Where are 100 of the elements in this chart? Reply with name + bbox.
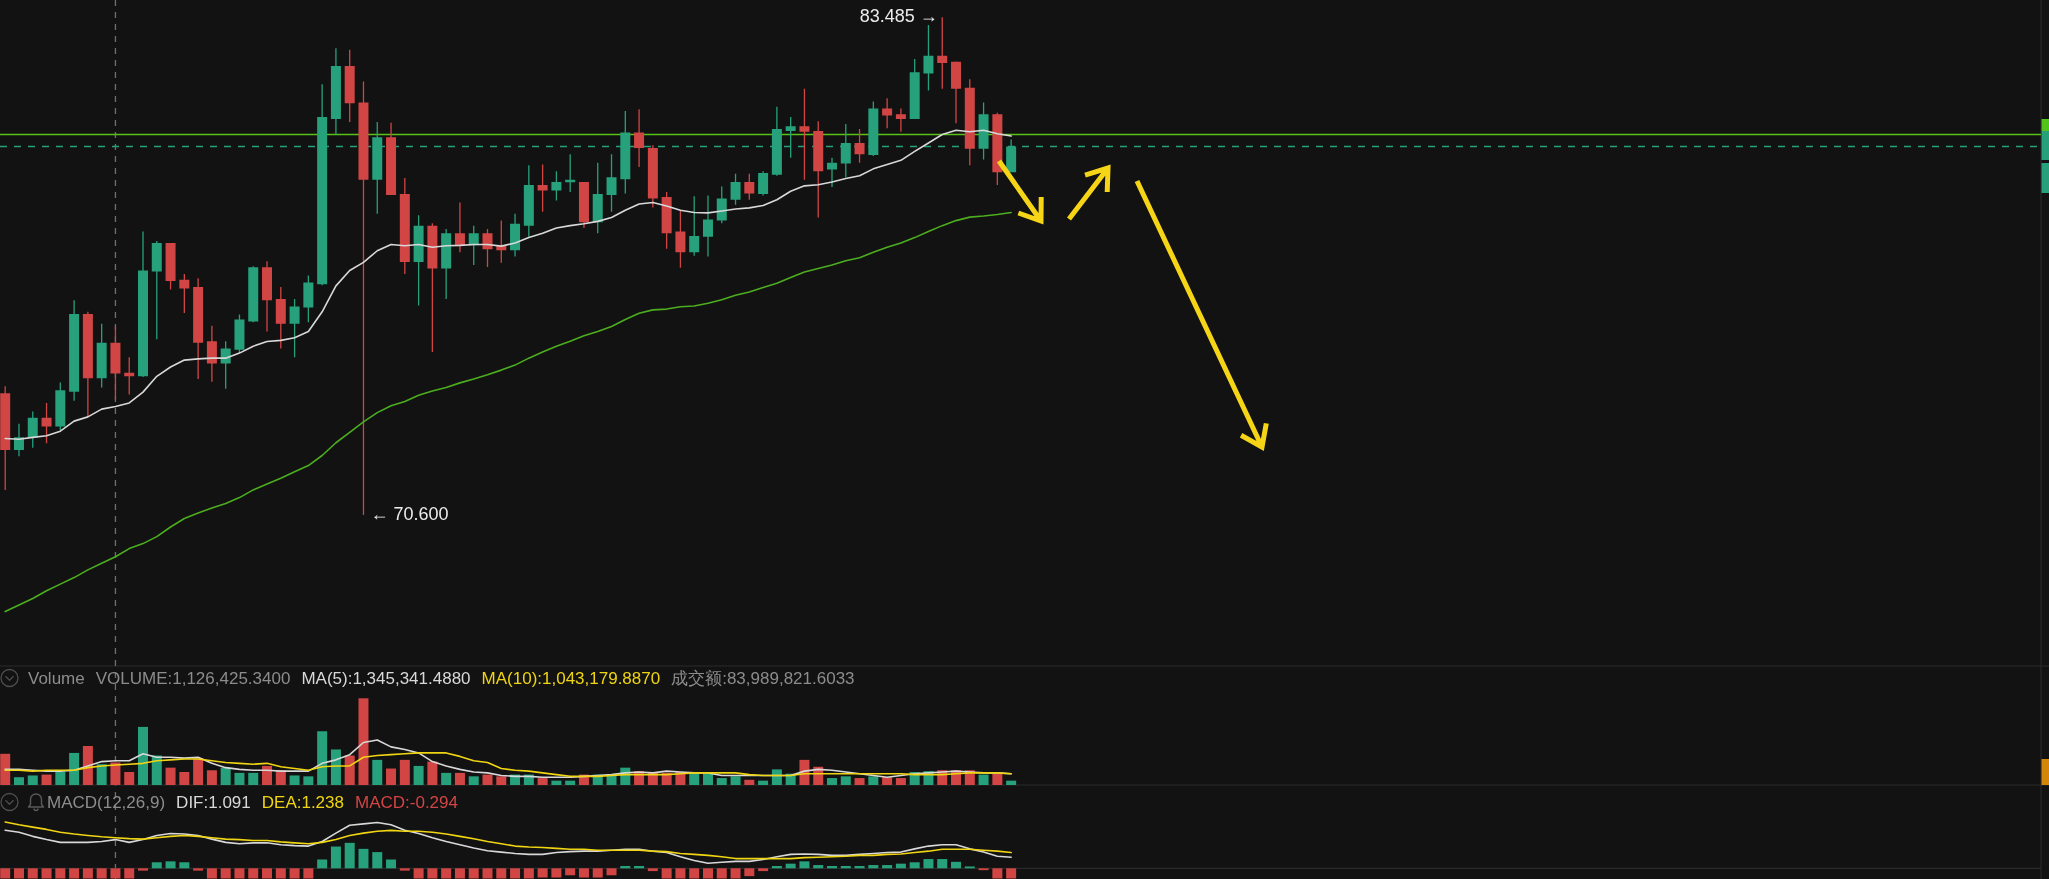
bar [344, 842, 355, 869]
bar [482, 774, 493, 785]
title: MACD(12,26,9) [47, 792, 166, 812]
bar [386, 768, 397, 785]
bar [468, 776, 479, 785]
bar [454, 772, 465, 785]
bar [702, 868, 713, 879]
bar [661, 868, 672, 879]
bar [827, 778, 837, 785]
title: Volume [28, 668, 85, 688]
bar [124, 868, 135, 879]
bar [82, 868, 93, 879]
bar [0, 868, 11, 879]
bar [330, 846, 341, 869]
candlestick [138, 231, 148, 378]
bar [565, 868, 576, 876]
bar [716, 778, 727, 785]
bar [303, 776, 314, 785]
bar [978, 774, 989, 785]
bar [496, 776, 507, 785]
candlestick [262, 261, 273, 332]
candlestick [82, 311, 93, 417]
bar [220, 868, 231, 879]
bar [372, 852, 383, 869]
bar [730, 868, 741, 879]
bar [262, 868, 273, 879]
bar [248, 868, 259, 879]
bar [96, 764, 107, 785]
bar [744, 779, 755, 785]
bar [744, 868, 755, 877]
series-name: MA(10):1,043,179.8870 [481, 668, 661, 688]
bar [565, 780, 576, 785]
bar [289, 775, 300, 785]
bar [234, 772, 245, 785]
bar [951, 861, 962, 869]
candlestick [303, 275, 314, 323]
bar [138, 726, 148, 785]
candlestick [330, 48, 341, 135]
bar [758, 780, 769, 785]
bar [730, 776, 741, 785]
bar [55, 868, 66, 879]
bar [895, 778, 906, 785]
bar [69, 868, 80, 879]
bar [537, 868, 548, 878]
bar [992, 868, 1003, 879]
bar [165, 767, 176, 785]
candlestick [758, 171, 769, 196]
bar [220, 767, 231, 785]
bar [413, 765, 424, 785]
bar [289, 868, 300, 879]
bar [551, 868, 562, 878]
bar [193, 758, 204, 785]
bar [165, 861, 176, 869]
bar [275, 868, 286, 879]
bar [303, 868, 314, 879]
bar [262, 765, 273, 785]
bar [317, 731, 328, 785]
bar [358, 698, 369, 785]
bar [138, 868, 148, 871]
candlestick [647, 145, 658, 208]
bar [441, 868, 452, 879]
bar [510, 868, 521, 879]
bar [0, 753, 11, 785]
bar [689, 868, 700, 879]
bar [882, 865, 893, 869]
bar [13, 777, 24, 785]
bar [110, 868, 121, 879]
bar [179, 772, 190, 785]
bar [482, 868, 493, 879]
bar [413, 868, 424, 879]
bar [523, 868, 534, 879]
bar [441, 772, 452, 785]
bar [13, 868, 24, 879]
bar [813, 865, 824, 869]
bar [399, 759, 410, 785]
candlestick [882, 98, 893, 129]
bar [454, 868, 465, 879]
candlestick [55, 382, 66, 431]
bar [193, 868, 204, 871]
bar [675, 868, 686, 879]
bar [124, 772, 135, 785]
candlestick [827, 157, 837, 187]
bar [399, 868, 410, 871]
series-name: MA(5):1,345,341.4880 [301, 668, 471, 688]
bar [69, 752, 80, 785]
bar [868, 865, 879, 869]
bar [537, 778, 548, 785]
bar [992, 773, 1003, 785]
bar [661, 772, 672, 785]
bar [468, 868, 479, 879]
candlestick [454, 202, 465, 253]
bar [716, 868, 727, 879]
bar [937, 859, 948, 869]
bar [840, 776, 851, 785]
bar [427, 868, 438, 879]
bar [923, 859, 934, 869]
bar [41, 774, 52, 785]
bar [41, 868, 52, 879]
bar [206, 868, 217, 879]
candlestick [951, 61, 962, 124]
